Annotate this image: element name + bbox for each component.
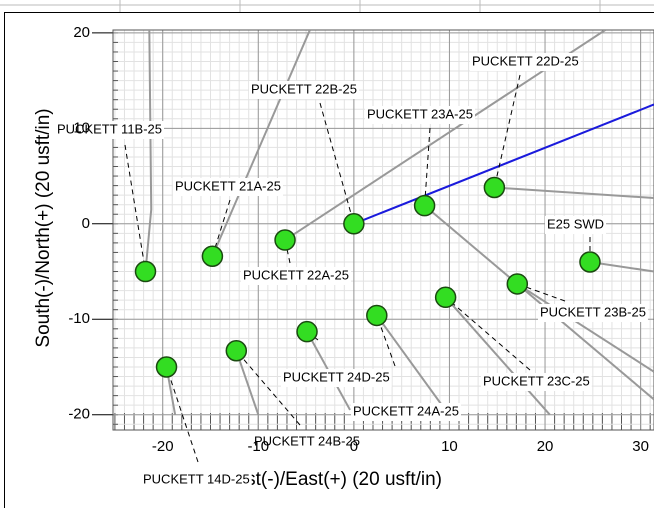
label-bg (241, 267, 351, 285)
leader-line (124, 144, 146, 272)
well-label: PUCKETT 14D-25 (143, 471, 250, 486)
leader-line (319, 102, 355, 224)
plot-border (112, 29, 654, 431)
trajectory (589, 260, 654, 273)
y-tick-label: -10 (68, 310, 90, 327)
x-tick-label: -10 (247, 438, 269, 455)
trajectory (516, 283, 654, 373)
leader-line (445, 296, 531, 371)
label-bg (545, 216, 607, 234)
y-tick-label: -20 (68, 406, 90, 423)
well-label: PUCKETT 21A-25 (175, 178, 281, 193)
label-bg (365, 106, 475, 124)
x-tick-label: 20 (537, 438, 554, 455)
leader-line (493, 74, 521, 188)
label-bg (351, 403, 461, 421)
well-marker (274, 229, 296, 251)
label-bg (249, 81, 359, 99)
well-marker (296, 320, 318, 343)
y-tick-label: 10 (73, 119, 90, 136)
x-tick-label: 0 (350, 438, 358, 455)
label-bg (538, 304, 648, 322)
x-tick-label: 30 (632, 438, 649, 455)
well-label: PUCKETT 22B-25 (251, 81, 357, 96)
well-marker (434, 286, 457, 309)
well-label: PUCKETT 24B-25 (254, 433, 360, 448)
label-bg (173, 178, 283, 196)
trajectory (235, 350, 260, 416)
trajectory (211, 30, 311, 257)
y-tick-label: 20 (73, 24, 90, 41)
well-labels: PUCKETT 11B-25 PUCKETT 21A-25 PUCKETT 22A-… (55, 53, 648, 489)
well-marker (366, 304, 388, 327)
well-marker (506, 273, 529, 295)
label-bg (481, 373, 592, 391)
well-label: E25 SWD (547, 216, 604, 231)
trajectory (144, 30, 153, 272)
label-bg (55, 121, 165, 139)
label-bg (252, 433, 362, 451)
leader-line (166, 366, 199, 463)
well-label: PUCKETT 23B-25 (540, 304, 646, 319)
x-tick-label: 10 (441, 438, 458, 455)
trajectory (494, 186, 654, 200)
well-label: PUCKETT 24A-25 (353, 403, 459, 418)
well-marker (201, 245, 224, 268)
well-label: PUCKETT 23A-25 (367, 106, 473, 121)
x-tick-label: -20 (152, 438, 174, 455)
well-label: PUCKETT 22A-25 (243, 267, 349, 282)
trajectory (444, 296, 551, 416)
well-marker (579, 251, 601, 273)
well-marker (134, 260, 157, 283)
label-bg (281, 369, 392, 387)
y-tick-label: 0 (82, 215, 90, 232)
leader-line (235, 350, 301, 426)
leader-line (424, 127, 431, 206)
wells (124, 74, 601, 463)
well-marker (413, 194, 436, 217)
trajectory (375, 314, 454, 421)
well-marker (343, 213, 365, 235)
well-label: PUCKETT 24D-25 (283, 369, 390, 384)
well-label: PUCKETT 11B-25 (57, 121, 162, 136)
label-bg (470, 53, 581, 71)
top-strip (0, 0, 654, 12)
well-marker (483, 176, 506, 199)
well-marker (155, 356, 178, 378)
label-bg (141, 471, 252, 489)
trajectory (353, 103, 654, 225)
well-label: PUCKETT 22D-25 (472, 53, 579, 68)
x-axis-label: West(-)/East(+) (20 usft/in) (218, 469, 442, 490)
trajectory (423, 204, 654, 401)
well-marker (225, 340, 248, 362)
well-label: PUCKETT 23C-25 (483, 373, 590, 388)
y-axis-label: South(-)/North(+) (20 usft/in) (33, 108, 54, 347)
